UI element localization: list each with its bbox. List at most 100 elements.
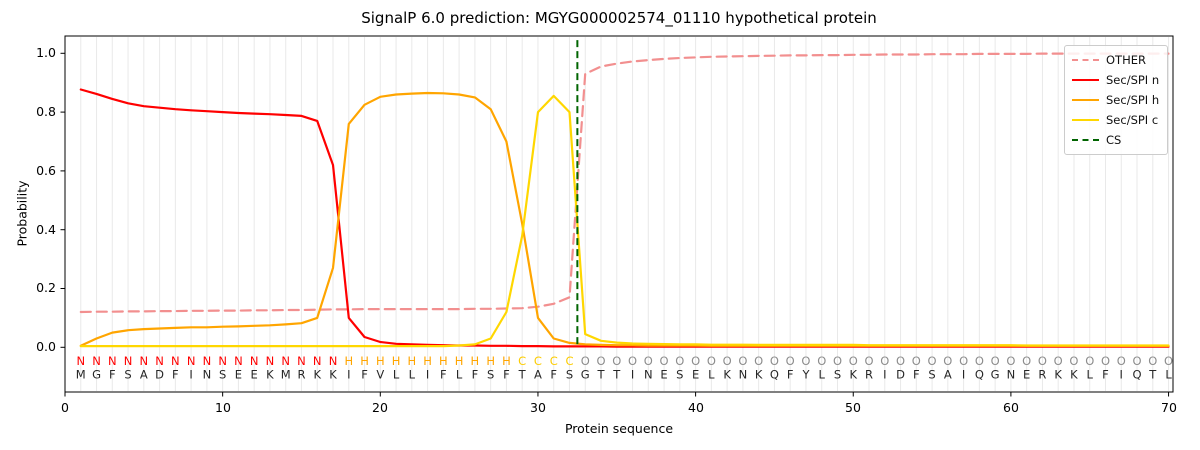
- sequence-letter: N: [739, 368, 748, 382]
- region-letter: O: [1148, 354, 1157, 368]
- sequence-letter: F: [172, 368, 179, 382]
- region-letter: O: [943, 354, 952, 368]
- legend-line-sample-sec-spi-c: [1072, 119, 1099, 121]
- region-letter: O: [581, 354, 590, 368]
- sequence-letter: L: [819, 368, 826, 382]
- sequence-letter: Y: [801, 368, 810, 382]
- y-tick-label: 0.2: [36, 280, 56, 295]
- legend-label: OTHER: [1106, 53, 1146, 67]
- region-letter: O: [801, 354, 810, 368]
- sequence-letter: S: [928, 368, 935, 382]
- sequence-letter: F: [787, 368, 794, 382]
- region-letter: O: [1022, 354, 1031, 368]
- region-letter: O: [596, 354, 605, 368]
- region-letter: O: [707, 354, 716, 368]
- region-letter: N: [124, 354, 133, 368]
- sequence-letter: E: [235, 368, 242, 382]
- region-letter: C: [518, 354, 526, 368]
- region-letter: O: [660, 354, 669, 368]
- plot-title: SignalP 6.0 prediction: MGYG000002574_01…: [361, 9, 877, 27]
- sequence-letter: E: [251, 368, 258, 382]
- region-letter: N: [218, 354, 227, 368]
- region-letter: N: [281, 354, 290, 368]
- sequence-letter: F: [472, 368, 479, 382]
- x-tick-label: 10: [215, 400, 231, 415]
- region-letter: O: [1117, 354, 1126, 368]
- region-letter: O: [1101, 354, 1110, 368]
- region-letter: H: [423, 354, 432, 368]
- x-tick-label: 70: [1161, 400, 1177, 415]
- sequence-letter: L: [1087, 368, 1094, 382]
- legend: OTHER Sec/SPI n Sec/SPI h Sec/SPI c CS: [1064, 45, 1168, 155]
- region-letter: O: [1038, 354, 1047, 368]
- region-letter: O: [896, 354, 905, 368]
- x-tick-label: 60: [1003, 400, 1019, 415]
- region-letter: H: [344, 354, 353, 368]
- sequence-letter: N: [1007, 368, 1016, 382]
- sequence-letter: Q: [975, 368, 984, 382]
- region-letter: O: [880, 354, 889, 368]
- sequence-letter: T: [612, 368, 621, 382]
- region-letter: O: [1069, 354, 1078, 368]
- sequence-letter: F: [361, 368, 368, 382]
- sequence-letter: L: [456, 368, 463, 382]
- y-tick-label: 0.0: [36, 339, 56, 354]
- legend-label: CS: [1106, 133, 1122, 147]
- sequence-letter: K: [329, 368, 337, 382]
- sequence-letter: A: [944, 368, 952, 382]
- region-letter: C: [550, 354, 558, 368]
- sequence-letter: I: [883, 368, 886, 382]
- legend-item-sec-spi-h: Sec/SPI h: [1072, 90, 1160, 110]
- legend-line-sample-cs: [1072, 139, 1099, 141]
- region-letter: O: [928, 354, 937, 368]
- sequence-letter: R: [1038, 368, 1046, 382]
- sequence-letter: Q: [770, 368, 779, 382]
- sequence-letter: A: [534, 368, 542, 382]
- region-letter: H: [360, 354, 369, 368]
- sequence-letter: T: [518, 368, 527, 382]
- sequence-letter: D: [896, 368, 905, 382]
- sequence-letter: K: [723, 368, 731, 382]
- sequence-letter: L: [393, 368, 400, 382]
- sequence-letter: I: [347, 368, 350, 382]
- region-letter: N: [203, 354, 212, 368]
- sequence-letter: I: [189, 368, 192, 382]
- region-letter: O: [738, 354, 747, 368]
- region-letter: O: [770, 354, 779, 368]
- sequence-letter: I: [1120, 368, 1123, 382]
- region-letter: O: [849, 354, 858, 368]
- sequence-letter: N: [644, 368, 653, 382]
- region-letter: O: [1164, 354, 1173, 368]
- region-letter: O: [786, 354, 795, 368]
- region-letter: O: [959, 354, 968, 368]
- region-letter: O: [833, 354, 842, 368]
- sequence-letter: M: [281, 368, 291, 382]
- sequence-letter: K: [849, 368, 857, 382]
- sequence-letter: T: [1148, 368, 1157, 382]
- region-letter: C: [565, 354, 573, 368]
- region-letter: O: [723, 354, 732, 368]
- x-tick-label: 40: [688, 400, 704, 415]
- sequence-letter: S: [219, 368, 226, 382]
- series-line-sec-spi-n: [79, 88, 1170, 348]
- legend-label: Sec/SPI h: [1106, 93, 1160, 107]
- region-letter: H: [455, 354, 464, 368]
- region-letter: H: [392, 354, 401, 368]
- region-letter: O: [1132, 354, 1141, 368]
- region-letter: H: [471, 354, 480, 368]
- region-letter: O: [991, 354, 1000, 368]
- sequence-letter: F: [913, 368, 920, 382]
- series-line-other: [79, 52, 1170, 314]
- region-letter: N: [313, 354, 322, 368]
- sequence-letter: V: [376, 368, 384, 382]
- sequence-letter: S: [124, 368, 131, 382]
- sequence-letter: Q: [1132, 368, 1141, 382]
- sequence-letter: K: [1054, 368, 1062, 382]
- series-line-sec-spi-c: [79, 94, 1170, 348]
- region-letter: N: [297, 354, 306, 368]
- sequence-letter: D: [155, 368, 164, 382]
- sequence-letter: S: [834, 368, 841, 382]
- legend-line-sample-other: [1072, 59, 1099, 61]
